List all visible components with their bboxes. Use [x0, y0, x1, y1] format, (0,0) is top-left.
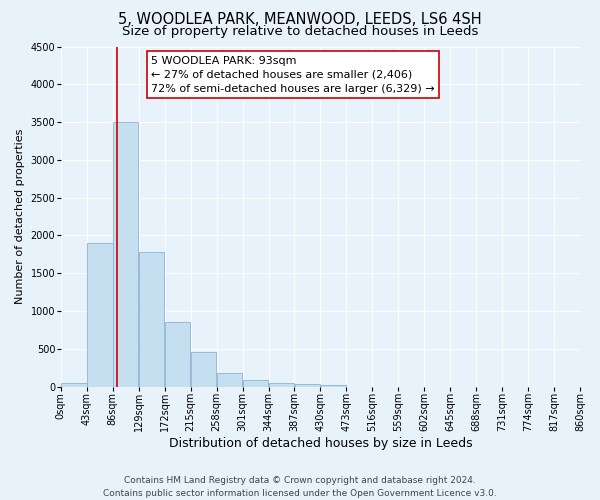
Bar [269, 382, 294, 386]
Text: 5 WOODLEA PARK: 93sqm
← 27% of detached houses are smaller (2,406)
72% of semi-d: 5 WOODLEA PARK: 93sqm ← 27% of detached … [151, 56, 435, 94]
Bar [113, 122, 139, 386]
Bar [61, 382, 86, 386]
Bar [295, 384, 320, 386]
X-axis label: Distribution of detached houses by size in Leeds: Distribution of detached houses by size … [169, 437, 472, 450]
Text: Size of property relative to detached houses in Leeds: Size of property relative to detached ho… [122, 25, 478, 38]
Bar [139, 252, 164, 386]
Text: 5, WOODLEA PARK, MEANWOOD, LEEDS, LS6 4SH: 5, WOODLEA PARK, MEANWOOD, LEEDS, LS6 4S… [118, 12, 482, 28]
Bar [320, 385, 346, 386]
Bar [87, 243, 113, 386]
Text: Contains HM Land Registry data © Crown copyright and database right 2024.
Contai: Contains HM Land Registry data © Crown c… [103, 476, 497, 498]
Bar [217, 372, 242, 386]
Bar [191, 352, 217, 386]
Bar [243, 380, 268, 386]
Bar [165, 322, 190, 386]
Y-axis label: Number of detached properties: Number of detached properties [15, 129, 25, 304]
